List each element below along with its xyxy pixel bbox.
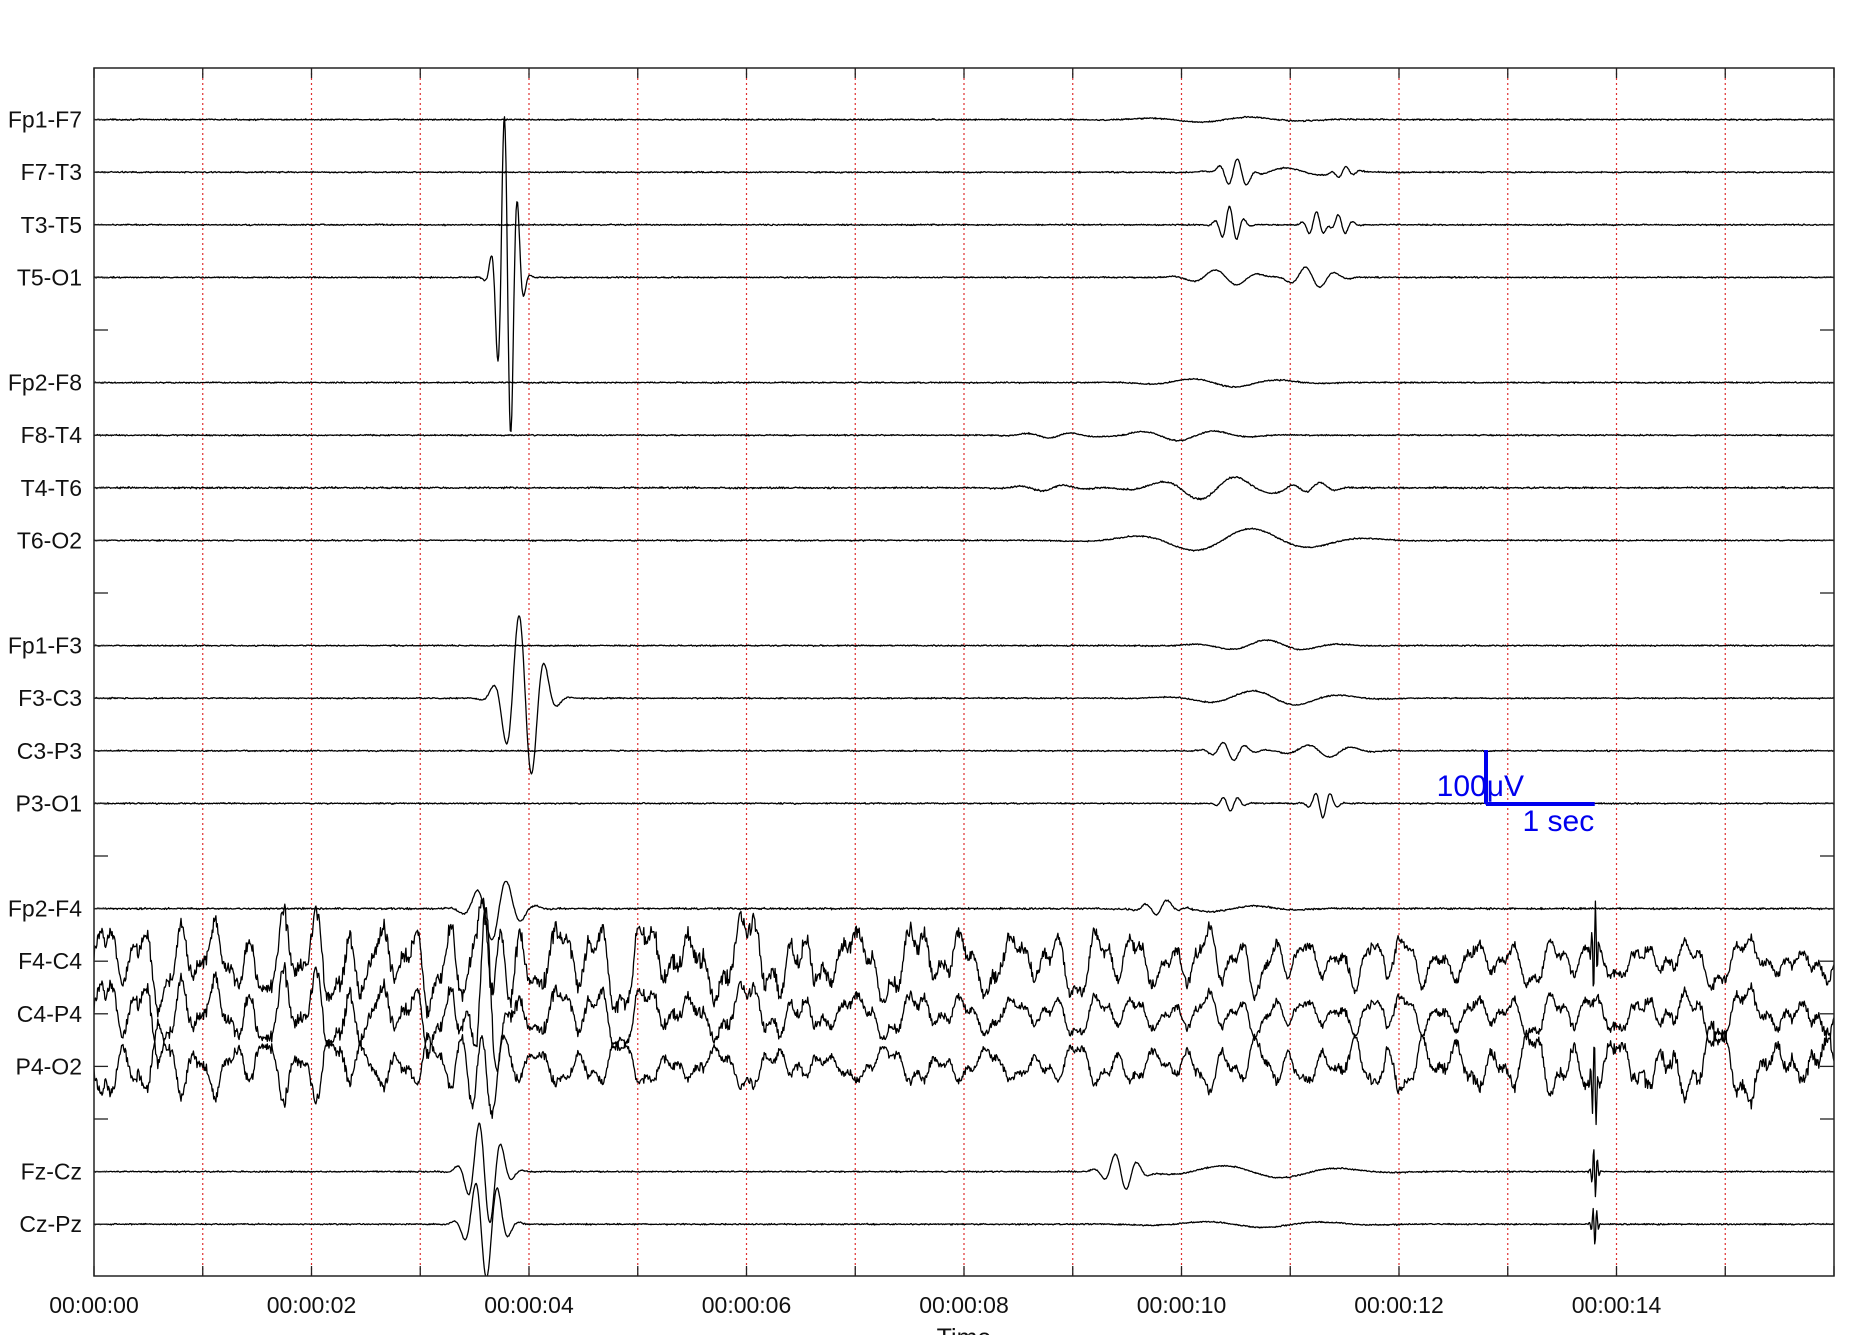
scale-bar-amplitude-label: 100μV [1437,770,1524,803]
x-tick-label: 00:00:10 [1137,1292,1227,1318]
channel-label: T3-T5 [21,212,82,238]
x-tick-label: 00:00:12 [1354,1292,1444,1318]
eeg-trace [94,880,1834,941]
x-tick-label: 00:00:06 [702,1292,792,1318]
x-tick-label: 00:00:02 [267,1292,357,1318]
channel-label: T6-O2 [17,527,82,553]
channel-label: T4-T6 [21,475,82,501]
channel-label: Fp1-F3 [8,633,82,659]
eeg-trace [94,615,1834,775]
x-tick-label: 00:00:04 [484,1292,574,1318]
x-tick-label: 00:00:00 [49,1292,139,1318]
eeg-trace [94,639,1834,651]
channel-label: P4-O2 [16,1053,82,1079]
eeg-trace [94,475,1834,501]
channel-label: Cz-Pz [19,1211,82,1237]
scale-bar-time-label: 1 sec [1523,805,1595,838]
channel-label: F7-T3 [21,159,82,185]
channel-label: P3-O1 [16,790,82,816]
x-tick-label: 00:00:08 [919,1292,1009,1318]
eeg-trace [94,115,1834,124]
channel-label: T5-O1 [17,264,82,290]
channel-label: Fz-Cz [21,1159,82,1185]
eeg-trace [94,1182,1834,1276]
channel-label: C4-P4 [17,1001,82,1027]
eeg-trace [94,1018,1834,1126]
eeg-trace [94,116,1834,432]
channel-labels: Fp1-F7 F7-T3 T3-T5 T5-O1 Fp2-F8 F8-T4 T4-T6 T6-… [8,107,82,1238]
eeg-trace [94,1122,1834,1224]
channel-label: C3-P3 [17,738,82,764]
eeg-trace [94,429,1834,442]
channel-label: Fp2-F8 [8,370,82,396]
x-axis-label: Time [937,1324,992,1335]
eeg-trace [94,205,1834,240]
eeg-trace [94,907,1834,1073]
eeg-trace [94,741,1834,762]
x-tick-label: 00:00:14 [1572,1292,1662,1318]
scale-bar: 100μV 1 sec [1437,750,1595,838]
channel-label: Fp1-F7 [8,107,82,133]
eeg-trace [94,377,1834,389]
time-grid [202,68,1726,1276]
channel-ticks [94,118,1834,1225]
channel-label: F4-C4 [18,948,82,974]
eeg-trace [94,158,1834,186]
channel-label: F3-C3 [18,685,82,711]
time-axis: 00:00:00 00:00:02 00:00:04 00:00:06 00:00:08… [49,68,1835,1318]
channel-label: Fp2-F4 [8,896,82,922]
channel-label: F8-T4 [21,422,83,448]
eeg-trace [94,897,1834,1019]
eeg-trace [94,527,1834,552]
